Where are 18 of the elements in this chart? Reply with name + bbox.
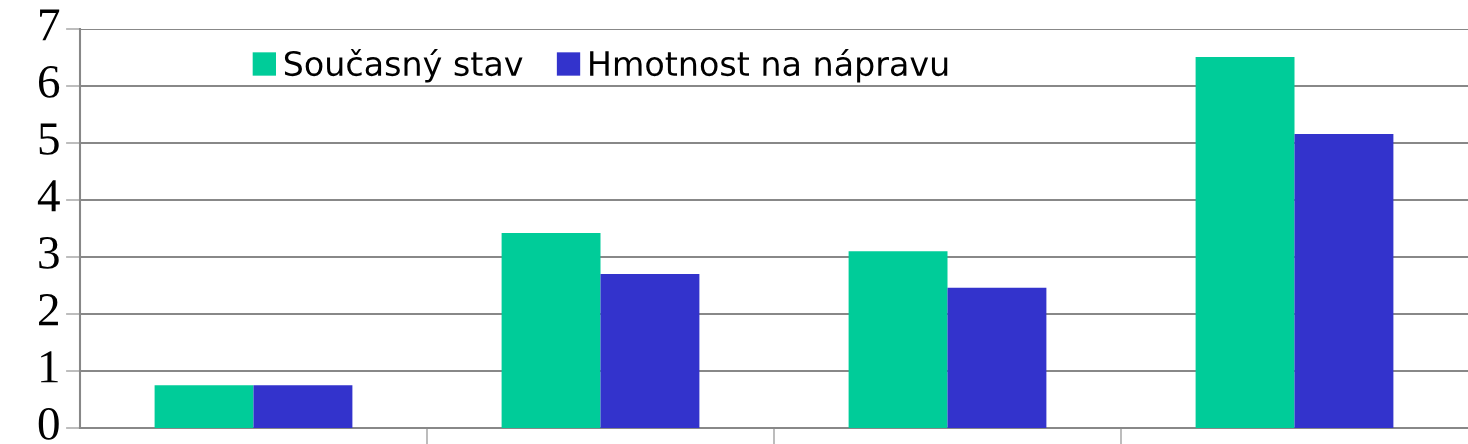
- y-tick-label: 4: [37, 180, 60, 212]
- y-tick-label: 1: [41, 351, 58, 383]
- y-tick-label: 0: [38, 407, 59, 440]
- bar: [848, 251, 948, 428]
- bar: [947, 287, 1047, 428]
- y-tick-label: 2: [39, 294, 58, 326]
- bar: [154, 385, 254, 428]
- bar: [1195, 56, 1295, 428]
- y-tick-label: 6: [38, 66, 60, 98]
- legend-label: Hmotnost na nápravu: [590, 49, 948, 83]
- y-tick-label: 3: [39, 237, 59, 269]
- bar: [1294, 133, 1394, 428]
- bar: [600, 274, 700, 428]
- bar: [253, 385, 353, 428]
- y-tick-label: 5: [39, 123, 59, 155]
- y-tick-label: 7: [40, 9, 60, 41]
- bar: [501, 233, 601, 428]
- legend-label: Současný stav: [284, 49, 523, 83]
